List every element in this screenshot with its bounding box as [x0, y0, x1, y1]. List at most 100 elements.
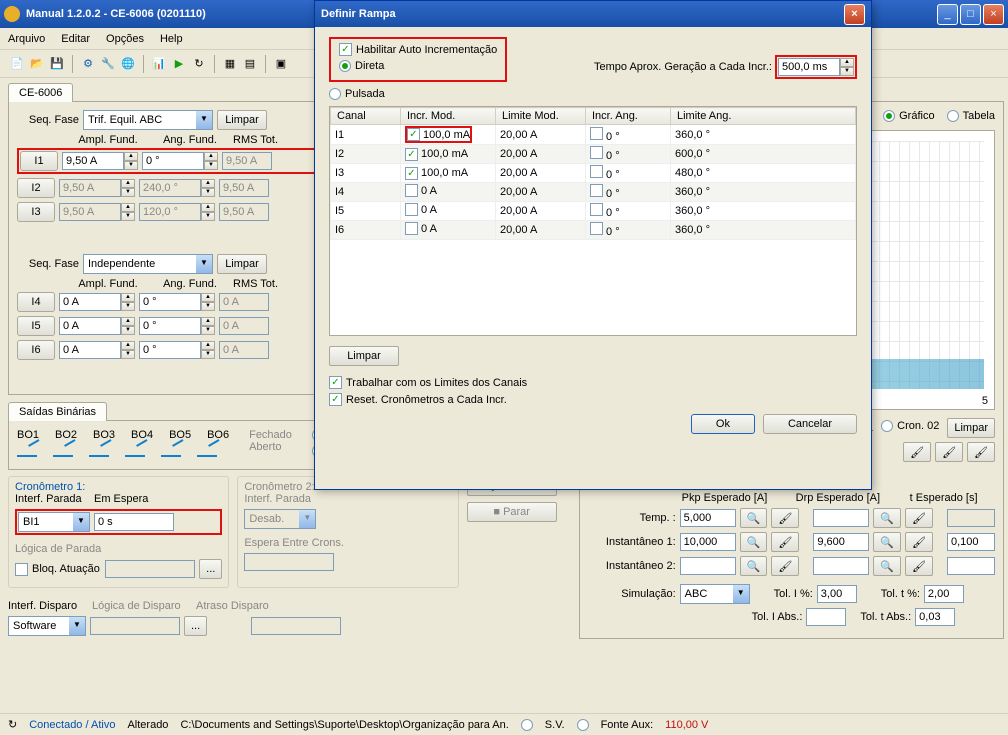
brush-icon[interactable]: 🖌 [771, 532, 799, 552]
auto-inc-checkbox[interactable]: ✓ [339, 43, 352, 56]
radio-grafico[interactable] [883, 110, 895, 122]
bo6-open-icon[interactable] [197, 445, 217, 457]
spin-down-icon[interactable]: ▼ [121, 350, 135, 359]
brush-icon[interactable]: 🖌 [905, 532, 933, 552]
table-cell-incrang[interactable]: 0 ° [586, 125, 671, 145]
inst1-t-input[interactable] [947, 533, 995, 551]
i4-ang-input[interactable] [139, 293, 201, 311]
spin-down-icon[interactable]: ▼ [121, 326, 135, 335]
cron2-desab-combo[interactable]: Desab.▼ [244, 509, 316, 529]
channel-i2-button[interactable]: I2 [17, 178, 55, 198]
temp-drp-input[interactable] [813, 509, 869, 527]
tol-t-abs-input[interactable] [915, 608, 955, 626]
i5-ang-input[interactable] [139, 317, 201, 335]
temp-input[interactable] [680, 509, 736, 527]
inst2-t-input[interactable] [947, 557, 995, 575]
cron1-logica-button[interactable]: ... [199, 559, 222, 579]
search-icon[interactable]: 🔍 [873, 532, 901, 552]
bo3-open-icon[interactable] [89, 445, 109, 457]
play-icon[interactable]: ▶ [170, 55, 188, 73]
spin-up-icon[interactable]: ▲ [201, 341, 215, 350]
menu-editar[interactable]: Editar [61, 33, 90, 45]
cron1-bi1-combo[interactable]: BI1▼ [18, 512, 90, 532]
table-cell-incrmod[interactable]: ✓ 100,0 mA [401, 164, 496, 183]
inst2-drp-input[interactable] [813, 557, 869, 575]
spin-up-icon[interactable]: ▲ [121, 179, 135, 188]
incrang-checkbox[interactable] [590, 222, 603, 235]
disparo-software-combo[interactable]: Software▼ [8, 616, 86, 636]
radio-pulsada[interactable] [329, 88, 341, 100]
spin-down-icon[interactable]: ▼ [201, 326, 215, 335]
i5-ampl-input[interactable] [59, 317, 121, 335]
table-cell-incrang[interactable]: 0 ° [586, 183, 671, 202]
search-icon[interactable]: 🔍 [740, 508, 768, 528]
incrang-checkbox[interactable] [590, 203, 603, 216]
seq-fase-combo-1[interactable]: Trif. Equil. ABC ▼ [83, 110, 213, 130]
maximize-button[interactable]: □ [960, 4, 981, 25]
spin-up-icon[interactable]: ▲ [201, 179, 215, 188]
menu-help[interactable]: Help [160, 33, 183, 45]
incrmod-checkbox[interactable]: ✓ [405, 148, 418, 161]
channel-i3-button[interactable]: I3 [17, 202, 55, 222]
spin-up-icon[interactable]: ▲ [204, 152, 218, 161]
table-cell-incrang[interactable]: 0 ° [586, 145, 671, 164]
bo2-open-icon[interactable] [53, 445, 73, 457]
globe-icon[interactable]: 🌐 [119, 55, 137, 73]
table-cell-incrang[interactable]: 0 ° [586, 221, 671, 240]
search-icon[interactable]: 🔍 [873, 508, 901, 528]
spin-down-icon[interactable]: ▼ [204, 161, 218, 170]
table-cell-incrmod[interactable]: ✓ 100,0 mA [401, 145, 496, 164]
spin-down-icon[interactable]: ▼ [124, 161, 138, 170]
incrmod-checkbox[interactable] [405, 203, 418, 216]
i4-ampl-input[interactable] [59, 293, 121, 311]
bo4-open-icon[interactable] [125, 445, 145, 457]
tool-icon-2[interactable]: ▤ [241, 55, 259, 73]
cron1-zero-input[interactable] [94, 513, 174, 531]
channel-i4-button[interactable]: I4 [17, 292, 55, 312]
tab-ce6006[interactable]: CE-6006 [8, 83, 73, 102]
close-button[interactable]: × [983, 4, 1004, 25]
brush-icon[interactable]: 🖌 [905, 508, 933, 528]
spin-down-icon[interactable]: ▼ [201, 350, 215, 359]
chevron-down-icon[interactable]: ▼ [733, 585, 749, 603]
table-cell-incrang[interactable]: 0 ° [586, 164, 671, 183]
spin-up-icon[interactable]: ▲ [121, 203, 135, 212]
new-icon[interactable]: 📄 [8, 55, 26, 73]
chevron-down-icon[interactable]: ▼ [69, 617, 85, 635]
tol-i-abs-input[interactable] [806, 608, 846, 626]
disparo-logica-btn[interactable]: ... [184, 616, 207, 636]
tab-saidas[interactable]: Saídas Binárias [8, 402, 107, 421]
search-icon[interactable]: 🔍 [740, 556, 768, 576]
refresh-icon[interactable]: ↻ [8, 718, 17, 731]
config-icon[interactable]: 🔧 [99, 55, 117, 73]
limpar-button-2[interactable]: Limpar [217, 254, 267, 274]
incrmod-checkbox[interactable] [405, 184, 418, 197]
open-icon[interactable]: 📂 [28, 55, 46, 73]
i6-ampl-input[interactable] [59, 341, 121, 359]
ok-button[interactable]: Ok [691, 414, 755, 434]
brush-icon[interactable]: 🖌 [771, 508, 799, 528]
inst1-pkp-input[interactable] [680, 533, 736, 551]
brush-icon[interactable]: 🖌 [771, 556, 799, 576]
incrang-checkbox[interactable] [590, 146, 603, 159]
i1-ampl-input[interactable] [62, 152, 124, 170]
i1-ang-input[interactable] [142, 152, 204, 170]
incrmod-checkbox[interactable] [405, 222, 418, 235]
table-cell-incrmod[interactable]: ✓ 100,0 mA [401, 125, 496, 145]
cancelar-button[interactable]: Cancelar [763, 414, 857, 434]
tol-t-pct-input[interactable] [924, 585, 964, 603]
spin-up-icon[interactable]: ▲ [840, 58, 854, 67]
channel-i5-button[interactable]: I5 [17, 316, 55, 336]
refresh-icon[interactable]: ↻ [190, 55, 208, 73]
chevron-down-icon[interactable]: ▼ [299, 510, 315, 528]
menu-arquivo[interactable]: Arquivo [8, 33, 45, 45]
tool-icon-1[interactable]: ▦ [221, 55, 239, 73]
spin-down-icon[interactable]: ▼ [840, 67, 854, 76]
brush-icon[interactable]: 🖌 [905, 556, 933, 576]
table-cell-incrang[interactable]: 0 ° [586, 202, 671, 221]
bloq-checkbox[interactable] [15, 563, 28, 576]
sim-combo[interactable]: ABC▼ [680, 584, 750, 604]
spin-up-icon[interactable]: ▲ [121, 293, 135, 302]
trab-limites-checkbox[interactable]: ✓ [329, 376, 342, 389]
table-cell-incrmod[interactable]: 0 A [401, 202, 496, 221]
